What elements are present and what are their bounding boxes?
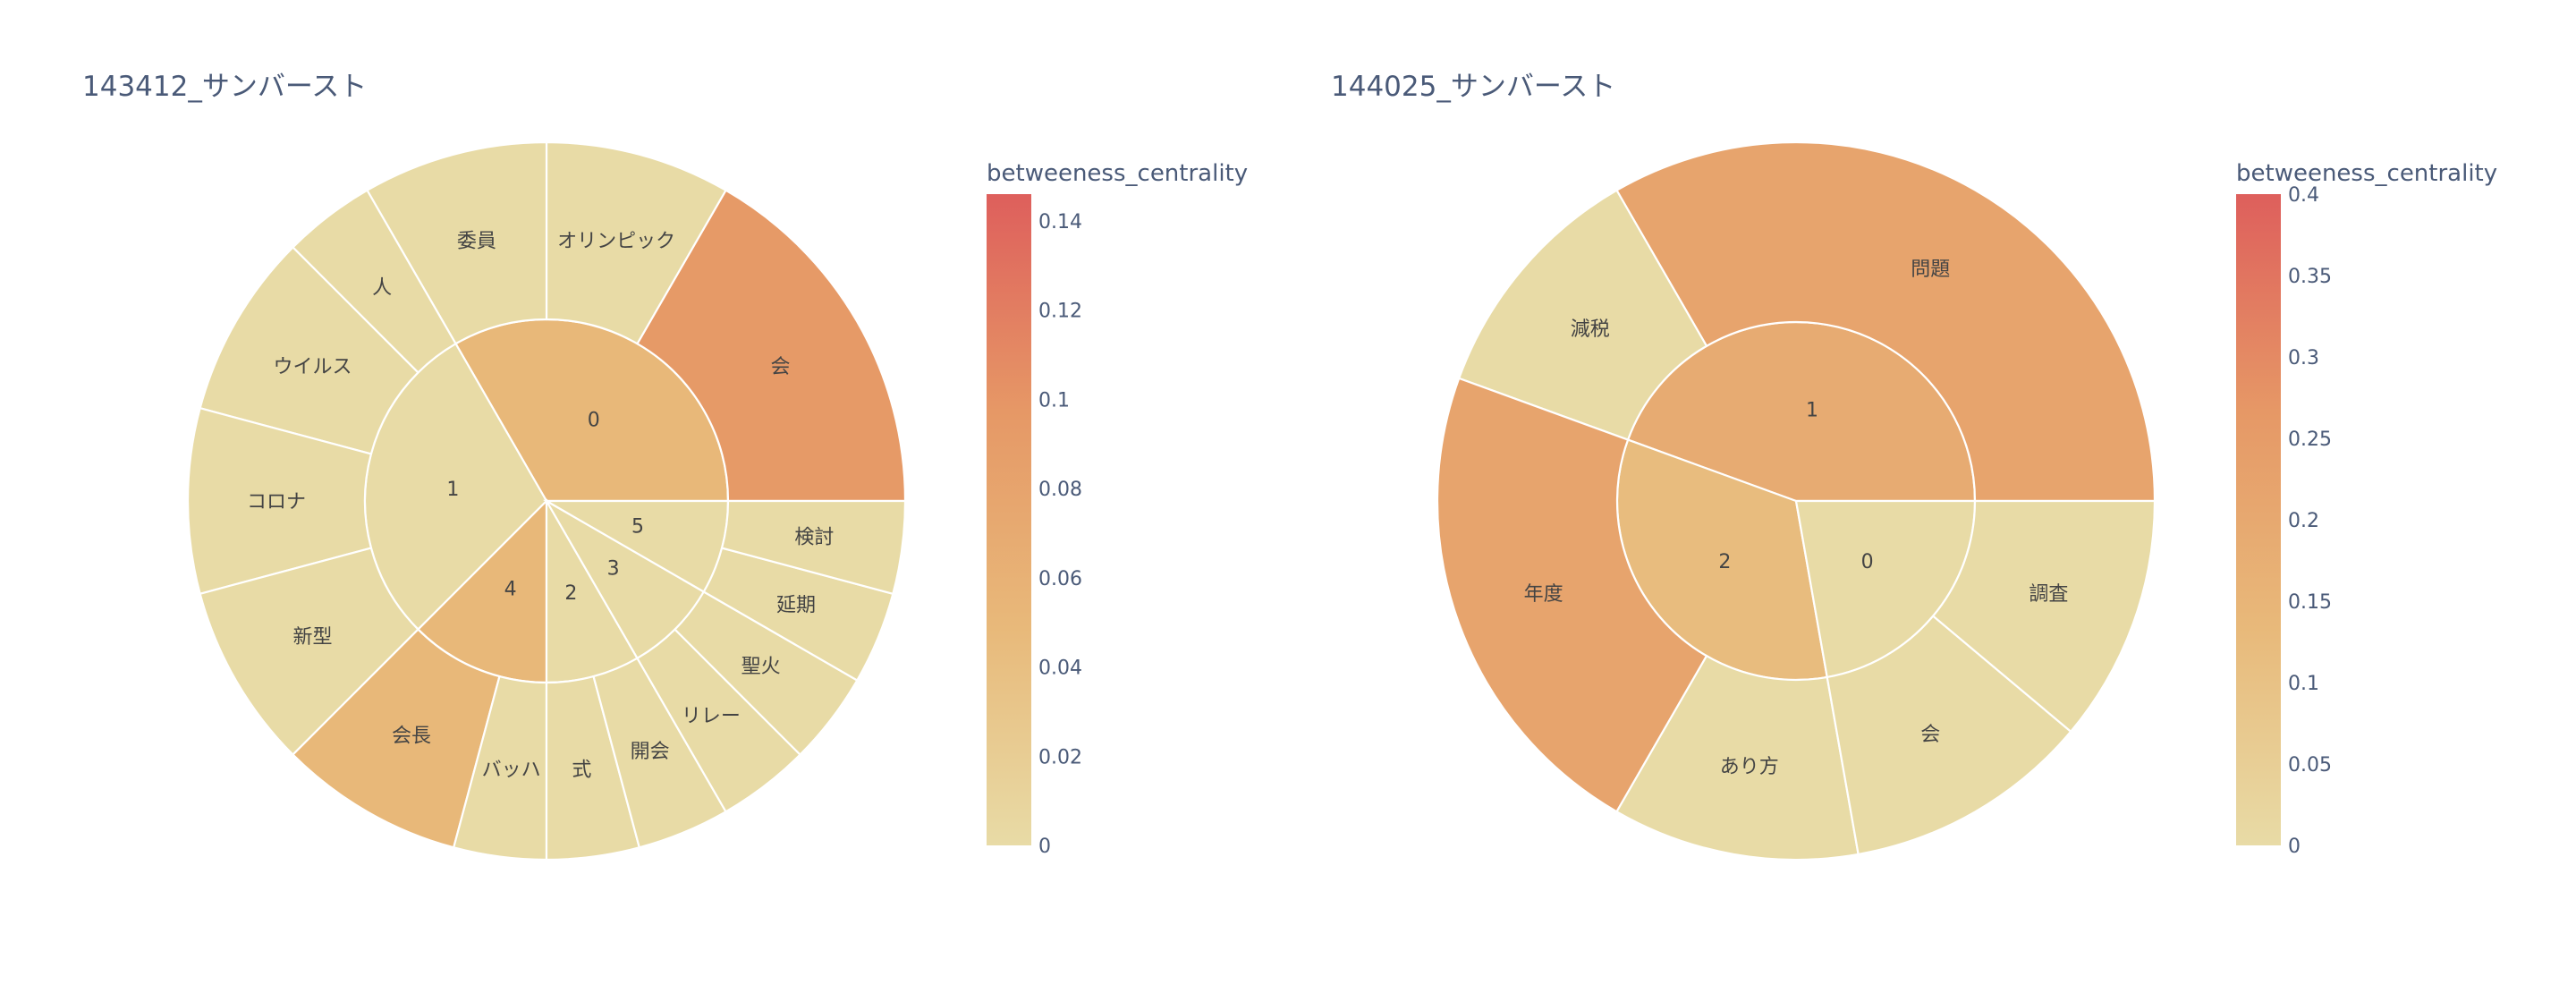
colorbar-1: 0 0.02 0.04 0.06 0.08 0.1 0.12 0.14 <box>987 194 1082 858</box>
group-label: 2 <box>1718 551 1731 573</box>
group-label: 1 <box>1806 400 1818 422</box>
colorbar-tick-label: 0.02 <box>1038 746 1082 768</box>
leaf-label: ウイルス <box>273 356 352 378</box>
colorbar-tick-label: 0 <box>1038 836 1051 858</box>
colorbar-tick-label: 0.2 <box>2288 510 2319 532</box>
sunburst-leaf[interactable] <box>1826 615 2072 856</box>
leaf-label: コロナ <box>247 491 306 513</box>
group-label: 3 <box>607 558 620 581</box>
colorbar-tick-label: 0.1 <box>1038 389 1070 412</box>
colorbar-tick-label: 0.25 <box>2288 429 2332 451</box>
colorbar-gradient <box>987 194 1031 845</box>
leaf-label: 検討 <box>794 526 834 548</box>
sunburst-leaf[interactable] <box>635 189 907 503</box>
colorbar-tick-label: 0.12 <box>1038 301 1082 323</box>
leaf-label: バッハ <box>482 759 541 781</box>
leaf-label: 会 <box>1920 724 1940 746</box>
colorbar-tick-label: 0.1 <box>2288 673 2319 695</box>
leaf-label: 開会 <box>631 741 670 763</box>
leaf-label: 会 <box>771 356 791 378</box>
group-label: 0 <box>1861 551 1874 573</box>
leaf-label: 減税 <box>1571 318 1610 341</box>
leaf-label: リレー <box>682 706 741 728</box>
colorbar-tick-label: 0 <box>2288 836 2301 858</box>
leaf-label: 式 <box>572 759 591 781</box>
leaf-label: 年度 <box>1524 583 1563 606</box>
group-label: 4 <box>504 579 517 601</box>
colorbar-tick-label: 0.08 <box>1038 479 1082 501</box>
leaf-label: 調査 <box>2029 583 2068 606</box>
colorbar-tick-label: 0.15 <box>2288 591 2332 614</box>
colorbar-2: 0 0.05 0.1 0.15 0.2 0.25 0.3 0.35 0.4 <box>2236 184 2332 858</box>
colorbar-title-2: betweeness_centrality <box>2236 160 2497 187</box>
leaf-label: あり方 <box>1720 756 1779 778</box>
colorbar-tick-label: 0.4 <box>2288 184 2319 207</box>
leaf-label: 人 <box>372 276 392 299</box>
sunburst-leaf[interactable] <box>1436 377 1708 813</box>
leaf-label: 延期 <box>776 595 816 617</box>
colorbar-title-1: betweeness_centrality <box>987 160 1248 187</box>
leaf-label: 問題 <box>1911 259 1950 281</box>
colorbar-tick-label: 0.06 <box>1038 568 1082 590</box>
leaf-label: 委員 <box>457 230 496 252</box>
chart-title-2: 144025_サンバースト <box>1331 71 1615 103</box>
sunburst-leaf[interactable] <box>1457 189 1708 442</box>
group-label: 2 <box>564 582 577 605</box>
group-label: 0 <box>588 410 600 432</box>
sunburst-leaf[interactable] <box>720 499 907 596</box>
colorbar-tick-label: 0.3 <box>2288 347 2319 369</box>
leaf-label: オリンピック <box>557 230 675 252</box>
group-label: 1 <box>446 479 459 501</box>
group-label: 5 <box>631 515 644 538</box>
leaf-label: 会長 <box>392 726 431 748</box>
leaf-label: 聖火 <box>741 656 781 678</box>
leaf-label: 新型 <box>292 626 332 649</box>
colorbar-tick-label: 0.05 <box>2288 754 2332 777</box>
chart-title-1: 143412_サンバースト <box>82 71 367 103</box>
colorbar-tick-label: 0.35 <box>2288 266 2332 288</box>
colorbar-tick-label: 0.14 <box>1038 211 1082 233</box>
sunburst-leaf[interactable] <box>1931 499 2157 734</box>
sunburst-leaf[interactable] <box>1614 654 1860 861</box>
sunburst-leaf[interactable] <box>1614 140 2157 503</box>
colorbar-gradient <box>2236 194 2281 845</box>
colorbar-tick-label: 0.04 <box>1038 658 1082 680</box>
